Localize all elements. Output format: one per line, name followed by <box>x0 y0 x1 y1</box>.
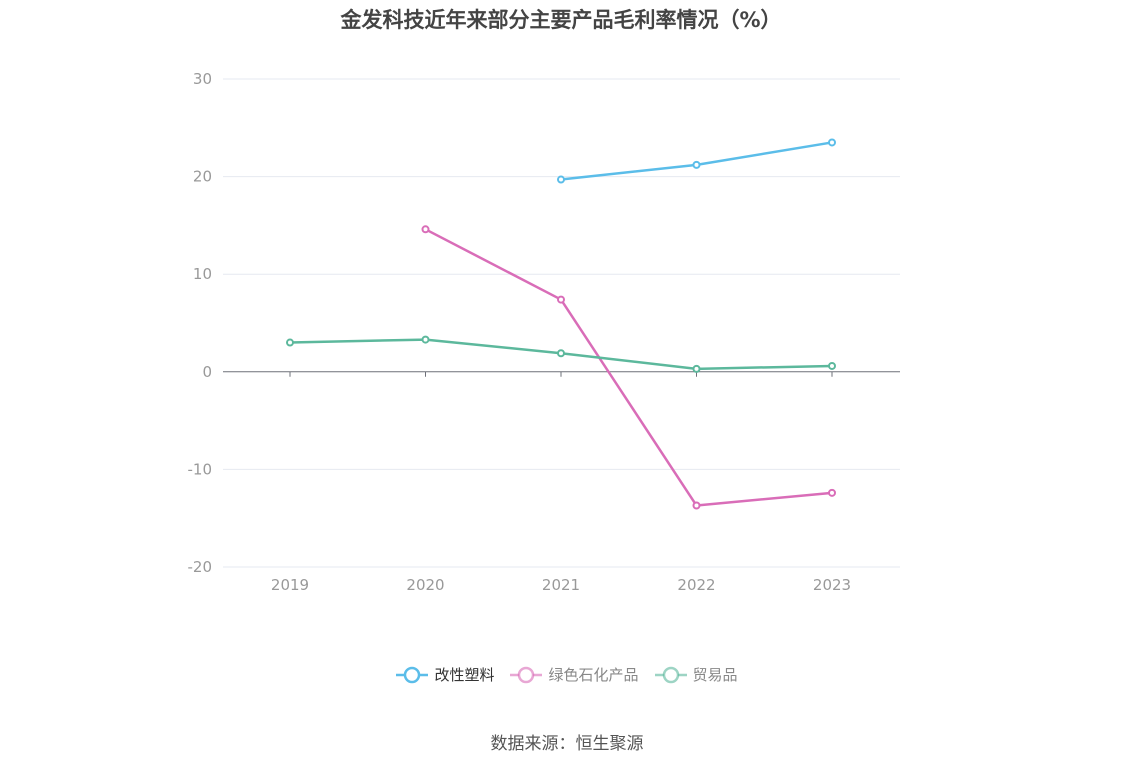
y-tick-label: 0 <box>202 363 212 381</box>
y-tick-label: 30 <box>193 70 212 88</box>
series-1 <box>421 225 836 510</box>
source-note: 数据来源：恒生聚源 <box>490 734 644 754</box>
series-lines <box>286 138 836 510</box>
data-point[interactable] <box>421 335 430 344</box>
legend-marker-icon <box>654 666 687 683</box>
x-tick-label: 2022 <box>677 576 715 594</box>
series-2 <box>286 335 836 373</box>
line-chart: 30 20 10 0 -10 -20 2019 2020 2021 2022 2023 <box>188 70 900 594</box>
y-tick-label: 10 <box>193 265 212 283</box>
axes: 30 20 10 0 -10 -20 2019 2020 2021 2022 2023 <box>188 70 900 594</box>
x-tick-label: 2020 <box>406 576 444 594</box>
data-point[interactable] <box>692 364 701 373</box>
series-line <box>424 228 833 507</box>
x-tick-label: 2023 <box>813 576 851 594</box>
chart-title: 金发科技近年来部分主要产品毛利率情况（%） <box>340 8 782 32</box>
data-point[interactable] <box>557 349 565 358</box>
data-point[interactable] <box>828 138 836 147</box>
legend-label: 绿色石化产品 <box>548 666 639 684</box>
data-point[interactable] <box>557 295 565 304</box>
legend-item[interactable]: 绿色石化产品 <box>510 664 639 685</box>
data-point[interactable] <box>557 175 565 184</box>
data-point[interactable] <box>286 338 294 347</box>
y-tick-label: 20 <box>193 168 212 186</box>
legend-item[interactable]: 贸易品 <box>654 664 738 685</box>
legend-label: 改性塑料 <box>434 666 495 684</box>
data-point[interactable] <box>692 501 701 510</box>
x-tick-label: 2021 <box>542 576 580 594</box>
data-point[interactable] <box>828 361 836 370</box>
legend-item[interactable]: 改性塑料 <box>396 664 494 685</box>
x-tick-label: 2019 <box>271 576 309 594</box>
grid-lines <box>223 78 900 568</box>
data-point[interactable] <box>421 225 430 234</box>
y-tick-label: -20 <box>188 558 213 576</box>
legend-label: 贸易品 <box>692 666 738 684</box>
legend-marker-icon <box>396 666 429 683</box>
data-point[interactable] <box>692 160 701 169</box>
data-point[interactable] <box>828 488 836 497</box>
series-0 <box>557 138 836 184</box>
legend-marker-icon <box>510 666 543 683</box>
legend: 改性塑料 绿色石化产品 贸易品 <box>0 664 1134 685</box>
y-tick-label: -10 <box>188 460 213 478</box>
